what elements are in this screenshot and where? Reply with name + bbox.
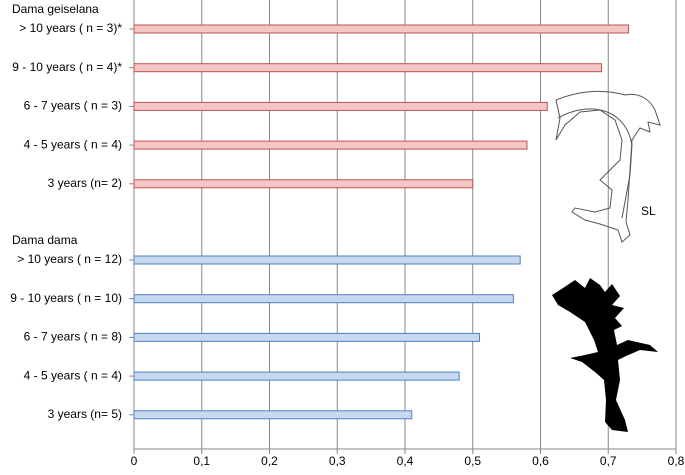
bar xyxy=(133,101,548,111)
bar xyxy=(133,410,413,420)
group-label: Dama geiselana xyxy=(12,2,99,16)
bar xyxy=(133,140,528,150)
y-tick-label: 6 - 7 years ( n = 3) xyxy=(24,99,122,113)
y-tick-label: > 10 years ( n = 12) xyxy=(17,252,122,266)
bar xyxy=(133,332,481,342)
x-tick-label: 0,8 xyxy=(668,454,685,468)
y-tick-label: 9 - 10 years ( n = 4)* xyxy=(12,60,122,74)
y-tick-label: 3 years (n= 5) xyxy=(48,407,122,421)
bar xyxy=(133,63,602,73)
x-tick-label: 0 xyxy=(131,454,138,468)
x-tick-label: 0,5 xyxy=(464,454,481,468)
y-tick-label: 4 - 5 years ( n = 4) xyxy=(24,368,122,382)
y-tick-label: > 10 years ( n = 3)* xyxy=(19,21,122,35)
antler-silhouette xyxy=(552,278,658,432)
antler-outline xyxy=(555,90,661,243)
bar xyxy=(133,255,521,265)
y-tick-label: 4 - 5 years ( n = 4) xyxy=(24,137,122,151)
x-tick-label: 0,3 xyxy=(329,454,346,468)
bar xyxy=(133,179,474,189)
x-tick-label: 0,1 xyxy=(193,454,210,468)
y-tick-label: 6 - 7 years ( n = 8) xyxy=(24,330,122,344)
group-label: Dama dama xyxy=(12,233,78,247)
bar xyxy=(133,371,460,381)
x-tick-label: 0,4 xyxy=(397,454,414,468)
x-tick-label: 0,6 xyxy=(532,454,549,468)
bar xyxy=(133,24,630,34)
annotation: SL xyxy=(641,204,656,218)
bar xyxy=(133,294,514,304)
x-tick-label: 0,2 xyxy=(261,454,278,468)
y-tick-label: 9 - 10 years ( n = 10) xyxy=(10,291,122,305)
y-tick-label: 3 years (n= 2) xyxy=(48,176,122,190)
x-tick-label: 0,7 xyxy=(600,454,617,468)
